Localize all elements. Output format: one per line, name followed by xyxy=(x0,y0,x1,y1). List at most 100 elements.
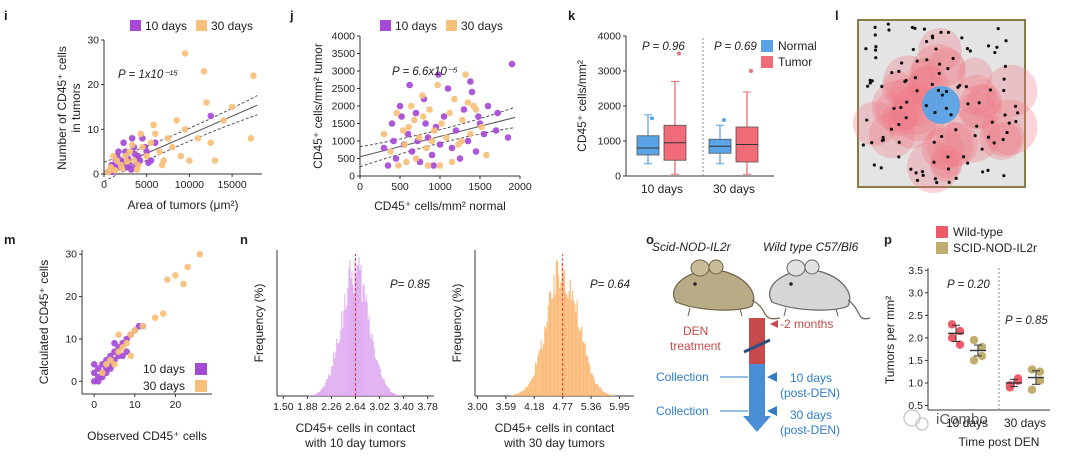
simulation-cell xyxy=(905,100,909,104)
i-10-days-point xyxy=(120,139,127,147)
p-y-tick-label: 0.5 xyxy=(908,400,923,412)
n-left-bar xyxy=(341,311,343,396)
i-30-days-point xyxy=(139,143,146,151)
n-right-bar xyxy=(602,390,604,396)
j-10-days-point xyxy=(480,130,488,138)
simulation-cell xyxy=(986,44,991,48)
n-right-bar xyxy=(588,361,590,396)
k-y-tick-label: 4000 xyxy=(598,31,622,43)
m-legend-swatch xyxy=(195,380,207,392)
n-right-bar xyxy=(526,386,528,396)
n-left-bar xyxy=(318,391,320,396)
i-y-tick-label: 30 xyxy=(87,35,99,47)
p-point xyxy=(955,340,965,349)
simulation-cell xyxy=(913,26,917,31)
simulation-circle xyxy=(979,115,1024,160)
k-y-tick-label: 0 xyxy=(615,171,621,183)
n-right-bar xyxy=(552,297,554,396)
j-10-days-point xyxy=(460,106,468,113)
i-30-days-point xyxy=(151,130,159,138)
i-30-days-point xyxy=(158,161,166,169)
j-30-days-point xyxy=(419,113,427,120)
i-30-days-point xyxy=(150,121,157,129)
simulation-cell xyxy=(946,167,950,171)
n-right-bar xyxy=(516,393,518,396)
simulation-cell xyxy=(937,71,941,76)
n-right-bar xyxy=(558,274,560,396)
n-right-bar xyxy=(553,274,555,396)
j-30-days-point xyxy=(478,123,485,131)
simulation-cell xyxy=(868,78,872,82)
m-30-days-point xyxy=(115,348,122,355)
j-y-tick-label: 0 xyxy=(349,171,355,183)
n-left-bar xyxy=(335,351,337,396)
n-right-bar xyxy=(525,386,527,396)
j-30-days-point xyxy=(405,123,413,131)
i-30-days-point xyxy=(147,139,155,147)
k-legend-label: Normal xyxy=(778,39,817,53)
j-x-tick-label: 1500 xyxy=(468,181,492,193)
n-left-bar xyxy=(383,379,385,396)
k-legend-label: Tumor xyxy=(778,55,812,69)
k-y-tick-label: 2000 xyxy=(598,101,622,113)
simulation-cell xyxy=(981,170,985,174)
i-30-days-point xyxy=(128,141,136,149)
j-30-days-point xyxy=(431,127,438,134)
j-30-days-point xyxy=(458,137,465,145)
k-box xyxy=(636,135,660,156)
p-y-tick-label: 2.5 xyxy=(908,310,923,322)
n-right-bar xyxy=(580,329,582,396)
panel-letter-l: l xyxy=(835,8,839,23)
n-left-bar xyxy=(357,265,359,396)
m-x-label: Observed CD45⁺ cells xyxy=(87,429,207,443)
j-10-days-point xyxy=(440,113,448,120)
i-x-label: Area of tumors (μm²) xyxy=(128,198,239,212)
n-left-bar xyxy=(309,395,311,396)
m-x-tick-label: 10 xyxy=(129,399,141,411)
n-right-bar xyxy=(532,376,534,396)
j-30-days-point xyxy=(464,99,472,106)
n-left-bar xyxy=(344,293,346,396)
i-y-tick-label: 10 xyxy=(87,124,99,136)
j-30-days-point xyxy=(443,134,450,141)
n-left-bar xyxy=(398,395,400,396)
simulation-circle xyxy=(958,91,997,130)
n-left-bar xyxy=(352,284,354,396)
j-30-days-point xyxy=(428,137,436,145)
n-right-bar xyxy=(537,356,539,396)
t30-label-1: 30 days xyxy=(790,408,832,422)
simulation-cell xyxy=(870,141,874,145)
j-10-days-point xyxy=(390,137,397,145)
n-left-bar xyxy=(323,386,325,396)
simulation-cell xyxy=(904,116,908,120)
n-right-bar xyxy=(585,355,587,396)
simulation-cell xyxy=(966,161,970,165)
simulation-cell xyxy=(939,30,943,34)
simulation-cell xyxy=(899,105,903,110)
panel-o-schematic: Scid-NOD-IL2r Wild type C57/Bl6 DEN xyxy=(652,240,871,437)
watermark-text: iCombo xyxy=(936,411,988,428)
n-right-x-tick-label: 5.95 xyxy=(609,401,630,413)
j-30-days-point xyxy=(387,148,394,155)
n-right-bar xyxy=(533,375,535,396)
simulation-cell xyxy=(1013,104,1018,108)
k-legend-swatch xyxy=(761,56,773,68)
n-left-bar xyxy=(330,375,332,396)
m-30-days-point xyxy=(99,369,106,377)
j-30-days-point xyxy=(419,92,426,99)
m-x-tick-label: 20 xyxy=(170,399,182,411)
p-point xyxy=(947,320,957,329)
i-30-days-point xyxy=(113,157,121,164)
simulation-cell xyxy=(920,169,925,174)
i-y-label-2: in tumors xyxy=(69,83,83,132)
i-30-days-point xyxy=(181,50,189,57)
p-y-tick-label: 1.5 xyxy=(908,355,923,367)
n-right-bar xyxy=(606,393,608,396)
chart-i-scatter: 0 5000 10000 15000 0 10 20 30 10 days 30 days P = … xyxy=(55,19,262,212)
simulation-cell xyxy=(874,45,878,49)
j-30-days-point xyxy=(395,162,402,169)
simulation-cell xyxy=(993,50,997,55)
n-right-bar xyxy=(590,373,592,396)
simulation-cell xyxy=(910,25,914,30)
simulation-cell xyxy=(911,47,915,52)
